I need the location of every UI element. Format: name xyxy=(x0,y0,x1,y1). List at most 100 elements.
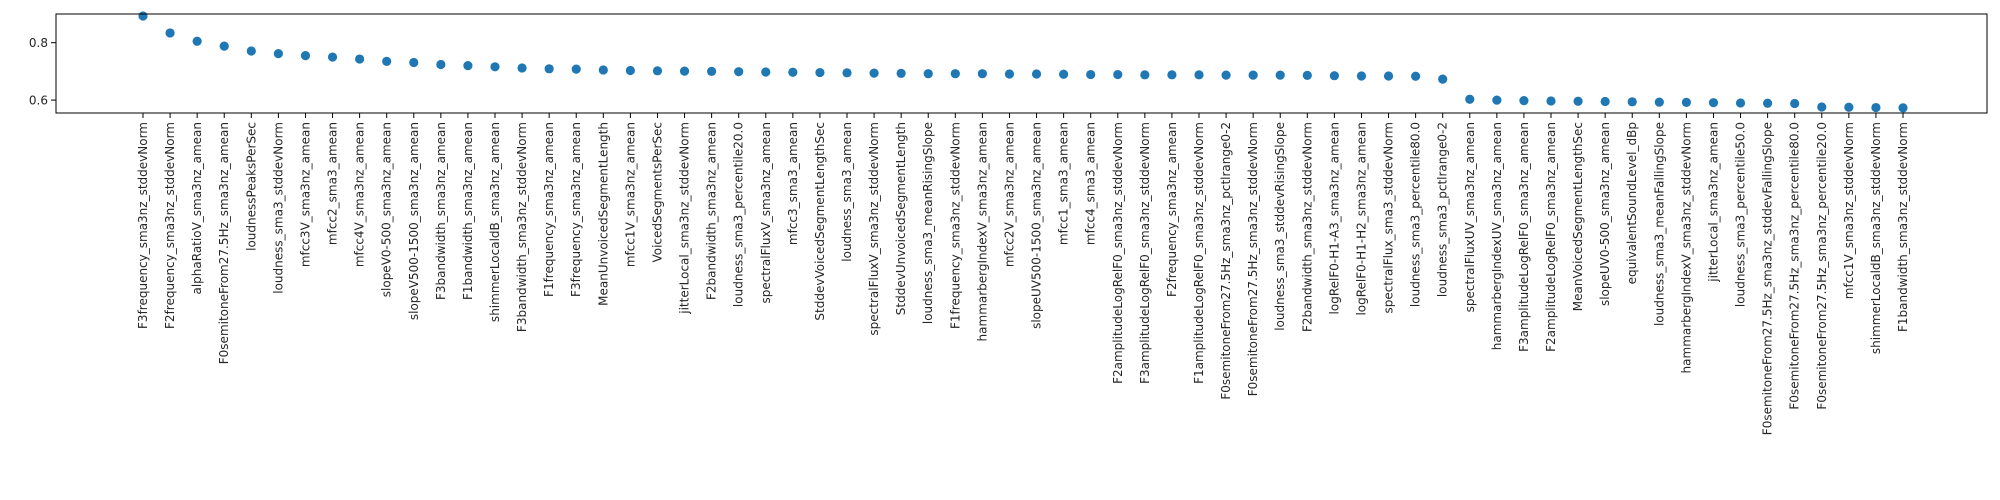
x-tick-label: slopeUV0-500_sma3nz_amean xyxy=(1598,122,1612,306)
x-tick-label: F1amplitudeLogRelF0_sma3nz_stddevNorm xyxy=(1192,122,1206,384)
data-point xyxy=(273,49,283,59)
data-point xyxy=(1627,97,1637,107)
data-point xyxy=(1275,70,1285,80)
x-tick-label: mfcc4V_sma3nz_amean xyxy=(353,122,367,267)
data-point xyxy=(1600,96,1610,107)
x-tick-label: jitterLocal_sma3nz_amean xyxy=(1706,122,1720,283)
x-tick-label: shimmerLocaldB_sma3nz_amean xyxy=(488,122,502,322)
data-point xyxy=(1790,98,1800,109)
data-point xyxy=(1059,69,1069,79)
x-tick-label: loudnessPeaksPerSec xyxy=(244,122,258,251)
data-point xyxy=(977,69,987,79)
x-tick-label: mfcc1V_sma3nz_stddevNorm xyxy=(1842,122,1856,299)
data-point xyxy=(1167,70,1177,80)
y-tick-label: 0.6 xyxy=(29,94,48,108)
data-point xyxy=(869,68,879,78)
x-tick-label: F3frequency_sma3nz_amean xyxy=(569,122,583,297)
x-tick-label: slopeUV500-1500_sma3nz_amean xyxy=(1030,122,1044,329)
data-point xyxy=(950,69,960,79)
data-point xyxy=(734,67,744,77)
data-point xyxy=(463,61,473,71)
data-point xyxy=(436,59,446,70)
data-point xyxy=(571,64,581,74)
data-point xyxy=(1113,69,1123,80)
x-tick-label: spectralFluxV_sma3nz_amean xyxy=(759,122,773,304)
data-point xyxy=(842,68,852,78)
x-tick-label: F0semitoneFrom27.5Hz_sma3nz_percentile20… xyxy=(1815,122,1829,410)
x-tick-label: loudness_sma3_percentile50.0 xyxy=(1734,122,1748,307)
x-tick-label: F0semitoneFrom27.5Hz_sma3nz_stddevFallin… xyxy=(1761,122,1775,435)
x-tick-label: StddevVoicedSegmentLengthSec xyxy=(813,122,827,321)
data-point xyxy=(1329,71,1339,81)
data-point xyxy=(1140,70,1150,80)
x-tick-label: loudness_sma3_amean xyxy=(840,122,854,262)
data-point xyxy=(1194,70,1204,80)
x-tick-label: spectralFluxV_sma3nz_stddevNorm xyxy=(867,122,881,336)
x-tick-label: F1bandwidth_sma3nz_stddevNorm xyxy=(1896,122,1910,332)
x-tick-label: F1frequency_sma3nz_stddevNorm xyxy=(948,122,962,329)
data-point xyxy=(1086,69,1096,80)
x-tick-label: mfcc3V_sma3nz_amean xyxy=(298,122,312,267)
x-tick-label: slopeV0-500_sma3nz_amean xyxy=(380,122,394,297)
data-point xyxy=(761,67,771,77)
data-point xyxy=(138,11,148,21)
data-point xyxy=(1573,96,1583,106)
data-point xyxy=(219,41,229,51)
x-tick-label: mfcc1V_sma3nz_amean xyxy=(623,122,637,267)
data-point xyxy=(1465,94,1475,104)
data-point xyxy=(165,28,175,38)
data-point xyxy=(1871,102,1881,113)
data-point xyxy=(1492,95,1502,105)
y-axis: 0.6 0.8 xyxy=(29,36,56,108)
x-tick-label: spectralFlux_sma3_stddevNorm xyxy=(1382,122,1396,313)
data-point xyxy=(1302,70,1312,81)
x-tick-label: hammarbergIndexV_sma3nz_amean xyxy=(975,122,989,341)
data-point xyxy=(1004,69,1015,79)
data-point xyxy=(246,46,256,56)
x-tick-label: loudness_sma3_pctlrange0-2 xyxy=(1436,122,1450,297)
x-tick-label: F1bandwidth_sma3nz_amean xyxy=(461,122,475,300)
x-tick-label: logRelF0-H1-H2_sma3nz_amean xyxy=(1354,122,1368,316)
data-point xyxy=(896,68,906,78)
x-tick-label: jitterLocal_sma3nz_stddevNorm xyxy=(678,122,692,315)
x-tick-label: mfcc4_sma3_amean xyxy=(1084,122,1098,245)
data-point xyxy=(382,56,392,66)
x-tick-label: alphaRatioV_sma3nz_amean xyxy=(190,122,204,295)
x-tick-label: F3amplitudeLogRelF0_sma3nz_amean xyxy=(1517,122,1531,352)
x-tick-label: loudness_sma3_stddevNorm xyxy=(271,122,285,294)
x-tick-label: F0semitoneFrom27.5Hz_sma3nz_amean xyxy=(217,122,231,364)
x-tick-label: loudness_sma3_meanFallingSlope xyxy=(1652,122,1666,326)
data-point xyxy=(1708,98,1719,108)
data-point xyxy=(517,63,527,73)
x-tick-label: F3frequency_sma3nz_stddevNorm xyxy=(136,122,150,329)
data-point xyxy=(1356,71,1367,81)
data-point xyxy=(1735,98,1746,108)
data-point xyxy=(300,51,311,61)
x-tick-label: mfcc2V_sma3nz_amean xyxy=(1002,122,1016,267)
data-point xyxy=(1817,102,1827,112)
x-tick-label: spectralFluxUV_sma3nz_amean xyxy=(1463,122,1477,312)
data-point xyxy=(1438,74,1448,84)
data-point xyxy=(1248,70,1258,80)
x-tick-label: F2amplitudeLogRelF0_sma3nz_amean xyxy=(1544,122,1558,352)
x-tick-label: mfcc2_sma3_amean xyxy=(326,122,340,245)
x-tick-label: shimmerLocaldB_sma3nz_stddevNorm xyxy=(1869,122,1883,354)
data-point xyxy=(1221,70,1231,80)
y-tick-label: 0.8 xyxy=(29,36,48,50)
x-tick-label: F2frequency_sma3nz_stddevNorm xyxy=(163,122,177,329)
data-point xyxy=(1681,97,1691,107)
data-point xyxy=(815,67,825,78)
data-point xyxy=(1898,103,1908,113)
data-point xyxy=(1383,71,1394,81)
x-tick-label: slopeV500-1500_sma3nz_amean xyxy=(407,122,421,320)
x-tick-label: F3bandwidth_sma3nz_amean xyxy=(434,122,448,300)
data-point xyxy=(192,36,202,46)
data-point xyxy=(1654,97,1664,107)
data-point xyxy=(923,69,933,79)
x-tick-label: F0semitoneFrom27.5Hz_sma3nz_pctlrange0-2 xyxy=(1219,122,1233,400)
x-tick-label: F2frequency_sma3nz_amean xyxy=(1165,122,1179,297)
data-point xyxy=(1411,71,1421,81)
x-tick-label: F2amplitudeLogRelF0_sma3nz_stddevNorm xyxy=(1111,122,1125,384)
x-tick-label: F2bandwidth_sma3nz_stddevNorm xyxy=(1300,122,1314,332)
data-points xyxy=(138,11,1908,113)
